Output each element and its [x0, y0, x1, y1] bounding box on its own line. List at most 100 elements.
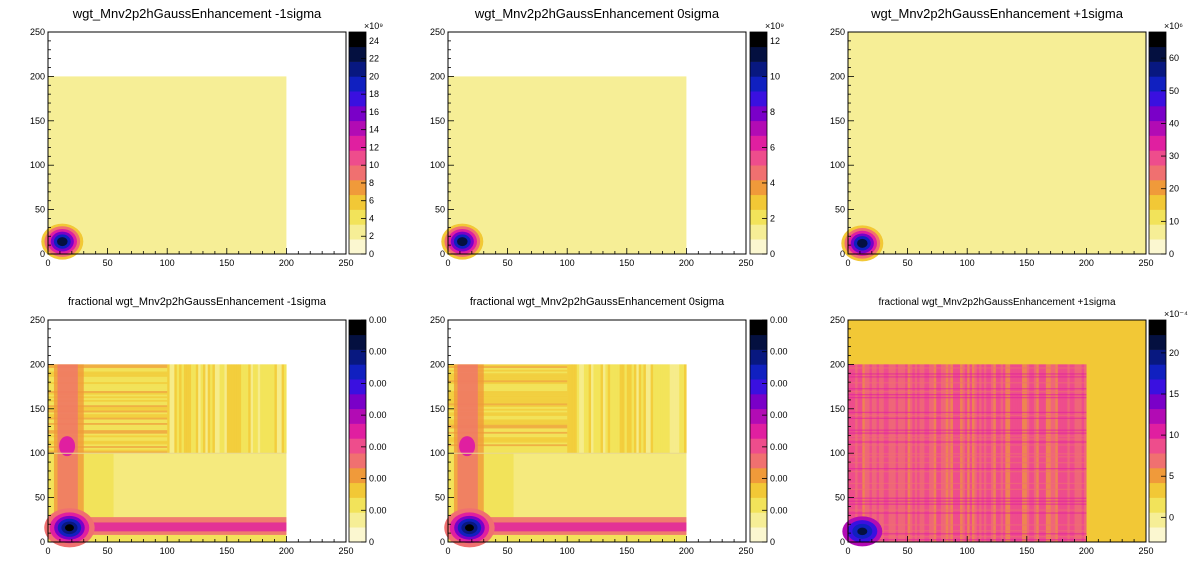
colorbar-bin	[349, 349, 366, 365]
colorbar-tick-label: 0.00	[369, 474, 387, 484]
heatmap-cell	[71, 522, 287, 532]
y-tick-label: 100	[830, 160, 845, 170]
heatmap-cell	[448, 419, 568, 422]
heatmap-cell	[448, 399, 568, 402]
heatmap-cell	[674, 364, 678, 454]
y-tick-label: 100	[430, 160, 445, 170]
heatmap-cell	[583, 364, 587, 454]
colorbar-bin	[1149, 46, 1166, 62]
heatmap-cell	[448, 364, 568, 367]
colorbar-bin	[1149, 61, 1166, 77]
heatmap-cell	[48, 375, 168, 378]
colorbar-bin	[750, 394, 767, 410]
heatmap-cell	[253, 364, 256, 454]
x-tick-label: 150	[619, 546, 634, 556]
heatmap-cell	[48, 398, 168, 401]
heatmap-cell	[48, 442, 168, 445]
colorbar-bin	[1149, 32, 1166, 48]
heatmap-cell	[448, 407, 568, 409]
heatmap-cell	[448, 391, 568, 394]
x-tick-label: 150	[1019, 546, 1034, 556]
heatmap-cell	[848, 444, 1087, 446]
heatmap-cell	[269, 364, 273, 454]
colorbar-bin	[349, 453, 366, 469]
colorbar-tick-label: 16	[369, 107, 379, 117]
heatmap-cell	[645, 364, 649, 454]
heatmap-cell	[848, 462, 1087, 464]
heatmap-peak-cell	[64, 524, 74, 532]
y-tick-label: 50	[835, 205, 845, 215]
heatmap-cell	[48, 385, 168, 388]
heatmap-cell	[448, 410, 568, 413]
heatmap-cell	[448, 366, 568, 369]
colorbar-bin	[349, 512, 366, 528]
heatmap-cell	[48, 417, 168, 420]
colorbar-bin	[750, 194, 767, 210]
heatmap-cell	[200, 364, 204, 454]
heatmap-cell	[264, 364, 268, 454]
plot-title: wgt_Mnv2p2hGaussEnhancement 0sigma	[474, 6, 720, 21]
heatmap-cell	[48, 428, 168, 431]
heatmap-cell	[448, 433, 568, 436]
heatmap-cell	[848, 429, 1087, 431]
heatmap-cell	[48, 367, 168, 370]
y-tick-label: 50	[35, 493, 45, 503]
heatmap-cell	[193, 364, 197, 454]
heatmap-cell	[672, 364, 675, 454]
heatmap-cell	[657, 364, 661, 454]
heatmap-cell	[664, 364, 668, 454]
heatmap-cell	[448, 428, 568, 431]
heatmap-cell	[226, 364, 230, 454]
heatmap-cell	[448, 401, 568, 404]
heatmap-cell	[448, 437, 568, 440]
heatmap-cell	[448, 444, 568, 447]
colorbar-bin	[750, 379, 767, 395]
heatmap-cell	[169, 364, 173, 454]
heatmap-panel-1: wgt_Mnv2p2hGaussEnhancement -1sigma 0 50 10…	[30, 6, 383, 268]
heatmap-cell	[848, 388, 1087, 390]
heatmap-cell	[650, 364, 654, 454]
colorbar-bin	[349, 150, 366, 166]
heatmap-cell	[448, 383, 568, 386]
y-tick-label: 250	[430, 27, 445, 37]
heatmap-cell	[48, 405, 168, 408]
heatmap-cell	[179, 364, 182, 454]
colorbar-tick-label: 0.00	[770, 410, 788, 420]
heatmap-cell	[448, 442, 568, 445]
colorbar-bin	[349, 76, 366, 92]
x-tick-label: 250	[1138, 258, 1153, 268]
heatmap-peak-cell	[57, 237, 68, 247]
colorbar-bin	[750, 180, 767, 196]
colorbar-frame	[749, 31, 768, 255]
heatmap-cell	[448, 405, 568, 408]
x-tick-label: 100	[160, 546, 175, 556]
heatmap-cell	[848, 509, 1087, 511]
heatmap-cell	[48, 378, 168, 381]
colorbar-tick-label: 4	[369, 213, 374, 223]
heatmap-cell	[48, 394, 168, 397]
plot-title: fractional wgt_Mnv2p2hGaussEnhancement 0…	[470, 296, 725, 308]
heatmap-cell	[848, 441, 1087, 443]
x-tick-label: 100	[960, 546, 975, 556]
heatmap-cell	[243, 364, 247, 454]
heatmap-cell	[448, 423, 568, 425]
x-tick-label: 150	[1019, 258, 1034, 268]
heatmap-cell	[848, 470, 1087, 473]
heatmap-cell	[195, 364, 199, 454]
y-tick-label: 150	[30, 404, 45, 414]
colorbar-bin	[349, 46, 366, 62]
heatmap-cell	[48, 369, 168, 372]
y-tick-label: 0	[840, 537, 845, 547]
heatmap-cell	[281, 364, 285, 454]
plot-title: wgt_Mnv2p2hGaussEnhancement -1sigma	[72, 6, 322, 21]
heatmap-cell	[48, 447, 168, 450]
colorbar-bin	[1149, 120, 1166, 136]
colorbar-tick-label: 6	[369, 196, 374, 206]
heatmap-fill	[448, 76, 687, 255]
colorbar-bin	[1149, 180, 1166, 196]
colorbar-bin	[349, 438, 366, 454]
plot-title: wgt_Mnv2p2hGaussEnhancement +1sigma	[870, 6, 1124, 21]
colorbar-tick-label: 30	[1169, 151, 1179, 161]
heatmap-cell	[662, 364, 666, 454]
colorbar-bin	[750, 497, 767, 513]
